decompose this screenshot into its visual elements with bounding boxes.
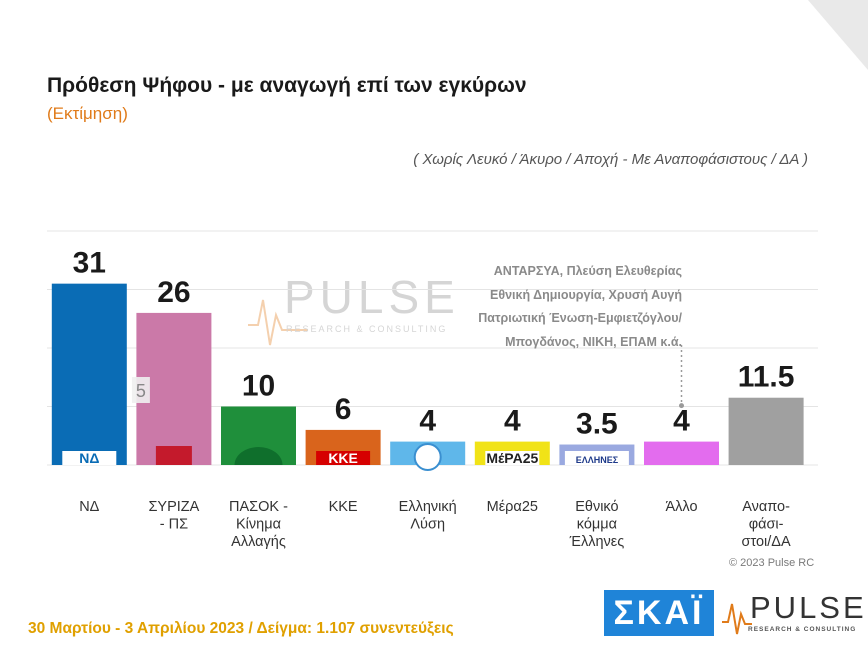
pulse-wave-icon [722, 603, 752, 635]
compass-logo-icon [413, 443, 442, 471]
other-leader-dot [679, 403, 684, 409]
inset-label-box [131, 377, 150, 403]
other-note-line: Μπογδάνος, ΝΙΚΗ, ΕΠΑΜ κ.ά. [505, 334, 682, 349]
other-parties-note: ΑΝΤΑΡΣΥΑ, Πλεύση Ελευθερίας Εθνική Δημιο… [466, 260, 682, 354]
category-label: ΣΥΡΙΖΑ [148, 499, 199, 515]
data-label: 26 [157, 276, 190, 309]
category-label: ΚΚΕ [329, 499, 358, 515]
chart-subtitle: (Εκτίμηση) [47, 104, 128, 123]
copyright: © 2023 Pulse RC [729, 557, 815, 569]
pasok-sun-icon [234, 447, 283, 465]
bar [51, 283, 127, 465]
party-logo-badge [62, 451, 117, 465]
category-label: Άλλο [665, 499, 697, 515]
category-label: φάσι- [749, 517, 784, 533]
party-logo-badge [485, 451, 540, 465]
data-label: 10 [242, 370, 275, 403]
skai-logo: ΣΚΑΪ [604, 590, 714, 636]
syriza-logo-icon [155, 446, 192, 465]
watermark-word: PULSE [284, 271, 460, 323]
corner-decoration [808, 0, 868, 70]
data-label: 4 [419, 405, 436, 438]
party-logo-text: ΕΛΛΗΝΕΣ [576, 455, 619, 465]
pulse-wave-icon [248, 299, 308, 346]
category-label: Κίνημα [236, 517, 281, 533]
survey-footer: 30 Μαρτίου - 3 Απριλίου 2023 / Δείγμα: 1… [28, 620, 454, 637]
party-logo-text: ΜέΡΑ25 [486, 450, 538, 466]
other-note-line: ΑΝΤΑΡΣΥΑ, Πλεύση Ελευθερίας [493, 264, 682, 278]
pulse-watermark: PULSE RESEARCH & CONSULTING [248, 270, 455, 350]
category-label: Αλλαγής [231, 534, 286, 550]
category-label: Εθνικό [575, 499, 618, 515]
data-label: 11.5 [738, 361, 795, 394]
chart-title: Πρόθεση Ψήφου - με αναγωγή επί των εγκύρ… [47, 74, 527, 97]
party-logo-text: ΚΚΕ [328, 450, 358, 466]
category-label: ΝΔ [79, 499, 99, 515]
pulse-logo-word: PULSE [750, 590, 867, 625]
category-label: ΠΑΣΟΚ - [229, 499, 288, 515]
party-logo-badge [316, 451, 371, 465]
party-logo-text: ΝΔ [79, 450, 99, 466]
other-note-line: Εθνική Δημιουργία, Χρυσή Αυγή [489, 287, 682, 302]
other-note-line: Πατριωτική Ένωση-Εμφιετζόγλου/ [478, 311, 682, 325]
category-label: - ΠΣ [160, 517, 188, 533]
bar [644, 441, 719, 465]
data-label: 3.5 [576, 408, 618, 441]
data-label: 4 [673, 405, 690, 438]
pulse-logo-sub: RESEARCH & CONSULTING [748, 626, 857, 633]
pulse-logo: PULSE RESEARCH & CONSULTING [722, 590, 864, 636]
category-label: κόμμα [577, 517, 617, 533]
data-label: 4 [504, 405, 521, 438]
category-label: Λύση [410, 517, 445, 533]
party-logo-badge [564, 451, 629, 465]
chart-note: ( Χωρίς Λευκό / Άκυρο / Αποχή - Με Αναπο… [413, 151, 808, 168]
data-label: 31 [73, 247, 106, 280]
category-label: Μέρα25 [487, 499, 538, 515]
data-label: 6 [335, 393, 352, 426]
category-label: Αναπο- [742, 499, 790, 515]
category-label: στοι/ΔΑ [742, 534, 791, 550]
inset-label: 5 [136, 381, 146, 401]
category-label: Έλληνες [569, 534, 625, 550]
watermark-sub: RESEARCH & CONSULTING [286, 324, 448, 334]
bar [728, 397, 804, 465]
category-label: Ελληνική [399, 499, 457, 515]
